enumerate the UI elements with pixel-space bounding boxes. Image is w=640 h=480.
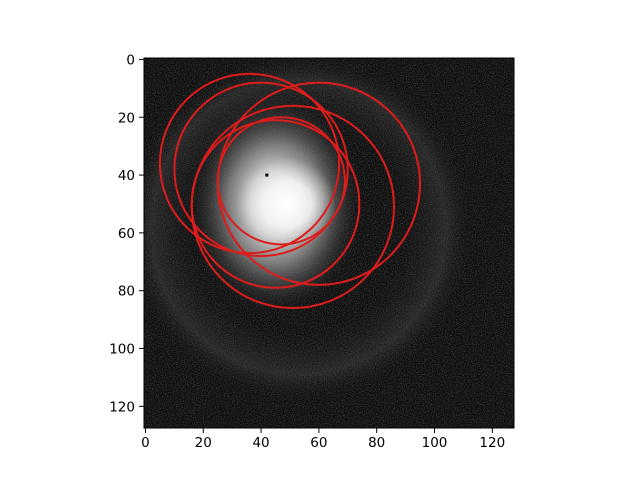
x-tick-label-120: 120 bbox=[479, 435, 505, 451]
annotation-circles bbox=[158, 72, 422, 310]
x-tick-label-40: 40 bbox=[252, 435, 269, 451]
center-marker bbox=[265, 173, 269, 177]
x-tick-label-80: 80 bbox=[368, 435, 385, 451]
annotation-circle-6 bbox=[216, 116, 346, 246]
y-tick-label-40: 40 bbox=[118, 168, 135, 184]
annotation-circle-1 bbox=[158, 72, 341, 255]
y-tick-label-0: 0 bbox=[126, 52, 135, 68]
x-tick-label-60: 60 bbox=[310, 435, 327, 451]
y-tick-label-100: 100 bbox=[109, 342, 135, 358]
y-tick-label-20: 20 bbox=[118, 110, 135, 126]
plot-frame bbox=[143, 57, 515, 429]
x-axis: 0 20 40 60 80 100 120 bbox=[141, 428, 505, 451]
y-axis: 0 20 40 60 80 100 120 bbox=[109, 52, 144, 415]
image-bright-core bbox=[237, 157, 337, 251]
annotation-circle-5 bbox=[190, 104, 396, 310]
y-tick-label-120: 120 bbox=[109, 399, 135, 415]
x-tick-label-100: 100 bbox=[422, 435, 448, 451]
image-layer bbox=[144, 58, 514, 428]
x-tick-label-20: 20 bbox=[195, 435, 212, 451]
y-tick-label-80: 80 bbox=[118, 284, 135, 300]
x-tick-label-0: 0 bbox=[141, 435, 150, 451]
annotation-circle-2 bbox=[173, 81, 349, 258]
y-tick-label-60: 60 bbox=[118, 226, 135, 242]
